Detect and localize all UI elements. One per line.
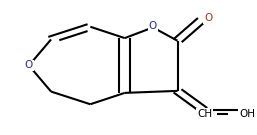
Text: CH: CH: [197, 109, 212, 119]
Text: OH: OH: [239, 109, 255, 119]
Text: O: O: [149, 21, 157, 31]
Text: O: O: [25, 60, 33, 70]
Text: O: O: [204, 13, 212, 23]
